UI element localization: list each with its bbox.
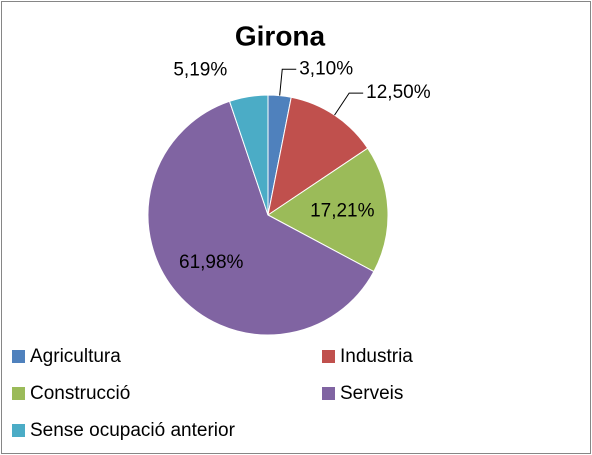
pie-slice [228, 94, 269, 216]
pie-slice [147, 100, 375, 336]
leader-line [334, 92, 364, 116]
legend-swatch [322, 387, 335, 400]
data-label: 17,21% [310, 200, 375, 221]
leader-line [279, 68, 297, 96]
pie-slice [267, 96, 369, 217]
data-label: 61,98% [179, 252, 244, 273]
legend-swatch [12, 424, 25, 437]
data-label: 5,19% [173, 60, 227, 81]
chart-title: Girona [235, 20, 326, 51]
legend-label: Sense ocupació anterior [30, 420, 236, 441]
data-label: 12,50% [366, 82, 431, 103]
legend-swatch [12, 387, 25, 400]
legend-label: Industria [340, 346, 413, 367]
data-label: 3,10% [299, 58, 353, 79]
legend-swatch [12, 350, 25, 363]
legend-label: Agricultura [30, 346, 121, 367]
legend-label: Construcció [30, 383, 130, 404]
legend-swatch [322, 350, 335, 363]
legend-label: Serveis [340, 383, 403, 404]
pie-slice [267, 147, 389, 273]
